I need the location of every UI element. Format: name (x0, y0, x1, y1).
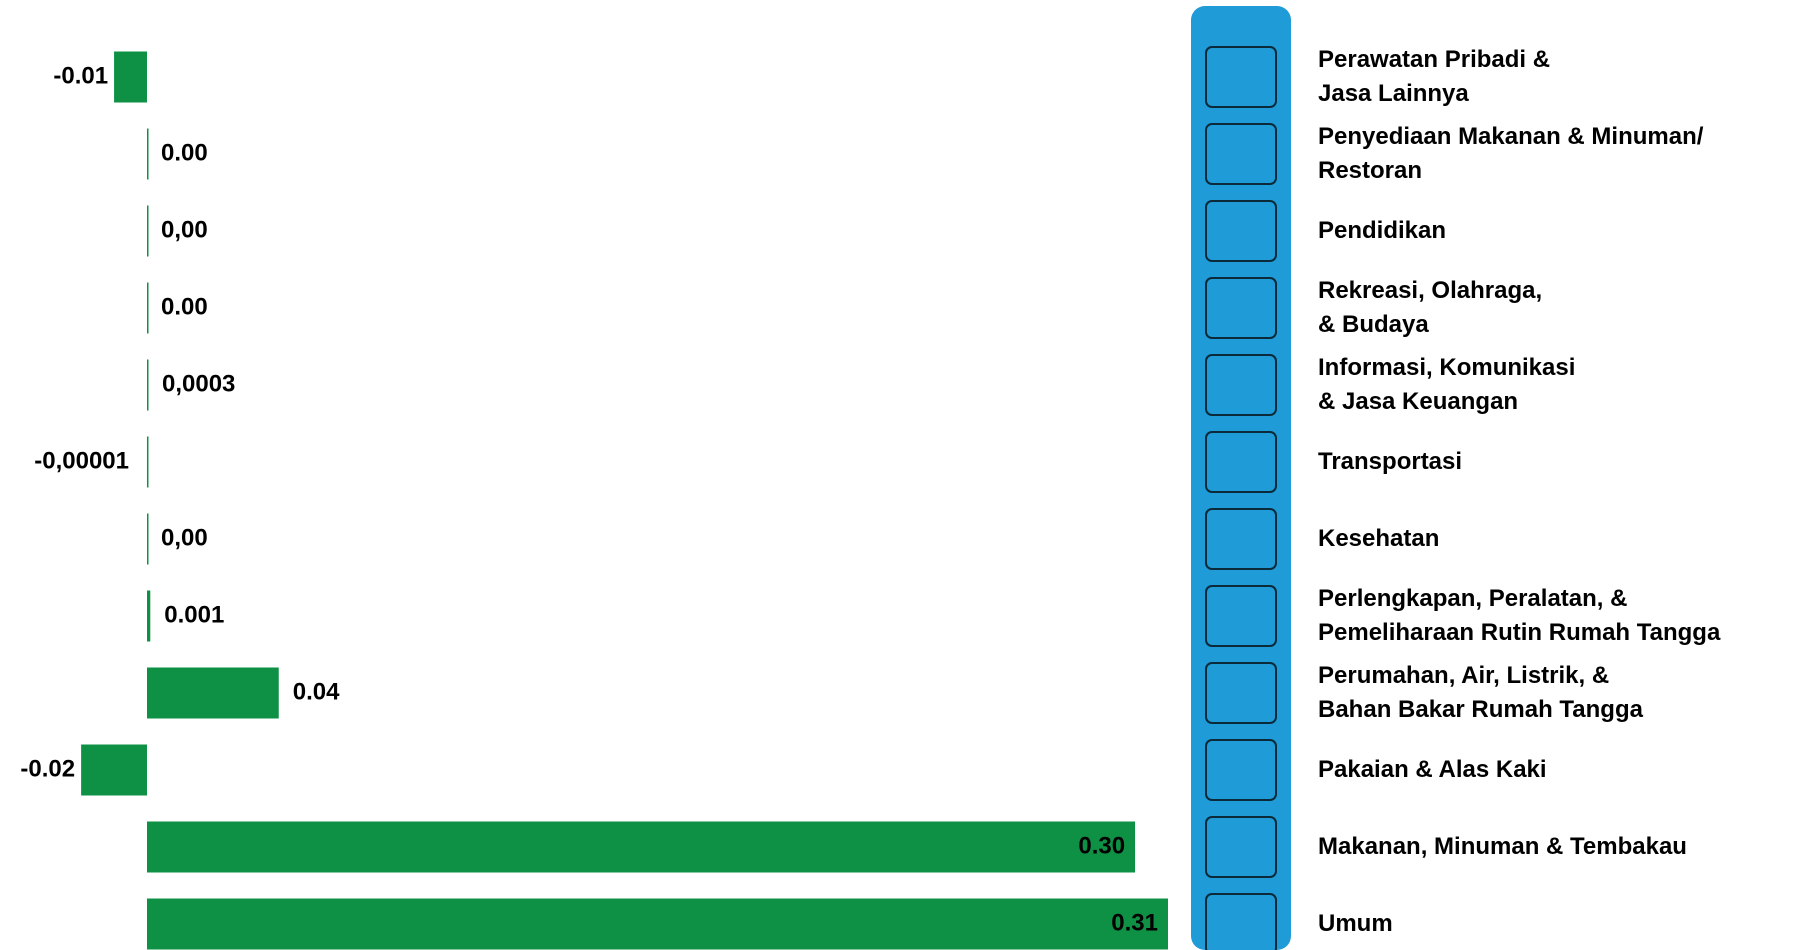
bar (147, 667, 279, 719)
bar (147, 513, 149, 565)
category-icon (1205, 46, 1277, 108)
data-label: 0.31 (1111, 909, 1158, 936)
category-icon (1205, 585, 1277, 647)
data-label: 0,00 (161, 216, 208, 243)
category-icon (1205, 200, 1277, 262)
bar (147, 282, 149, 334)
category-icon (1205, 739, 1277, 801)
category-icon (1205, 893, 1277, 950)
category-label: Transportasi (1318, 448, 1463, 475)
data-label: 0.00 (161, 139, 208, 166)
category-panel (1191, 6, 1291, 950)
category-label: Penyediaan Makanan & Minuman/ Restoran (1318, 123, 1704, 184)
data-label: -0,00001 (34, 447, 129, 474)
category-label: Pendidikan (1318, 217, 1447, 244)
category-label: Perumahan, Air, Listrik, & Bahan Bakar R… (1318, 662, 1643, 723)
bar (114, 51, 147, 103)
category-label: Kesehatan (1318, 525, 1440, 552)
category-icon (1205, 662, 1277, 724)
category-label: Informasi, Komunikasi & Jasa Keuangan (1318, 354, 1576, 415)
category-label: Perawatan Pribadi & Jasa Lainnya (1318, 46, 1551, 107)
data-label: 0,0003 (162, 370, 235, 397)
data-label: 0.04 (293, 678, 340, 705)
bar (147, 128, 149, 180)
category-icon (1205, 431, 1277, 493)
data-label: 0,00 (161, 524, 208, 551)
category-label: Perlengkapan, Peralatan, & Pemeliharaan … (1318, 585, 1721, 646)
category-label: Makanan, Minuman & Tembakau (1318, 833, 1687, 860)
data-label: 0.00 (161, 293, 208, 320)
bar (147, 821, 1136, 873)
data-label: 0.001 (164, 601, 224, 628)
category-icon (1205, 123, 1277, 185)
bar (146, 436, 149, 488)
bar (147, 359, 149, 411)
bar (147, 590, 151, 642)
category-icon (1205, 508, 1277, 570)
category-label: Rekreasi, Olahraga, & Budaya (1318, 277, 1543, 338)
category-icon (1205, 277, 1277, 339)
bar (81, 744, 147, 796)
category-label: Umum (1318, 910, 1393, 937)
bar (147, 898, 1168, 950)
category-icon (1205, 816, 1277, 878)
data-label: 0.30 (1078, 832, 1125, 859)
category-label: Pakaian & Alas Kaki (1318, 756, 1547, 783)
category-icon (1205, 354, 1277, 416)
data-label: -0.02 (20, 755, 75, 782)
bar (147, 205, 149, 257)
data-label: -0.01 (53, 62, 108, 89)
